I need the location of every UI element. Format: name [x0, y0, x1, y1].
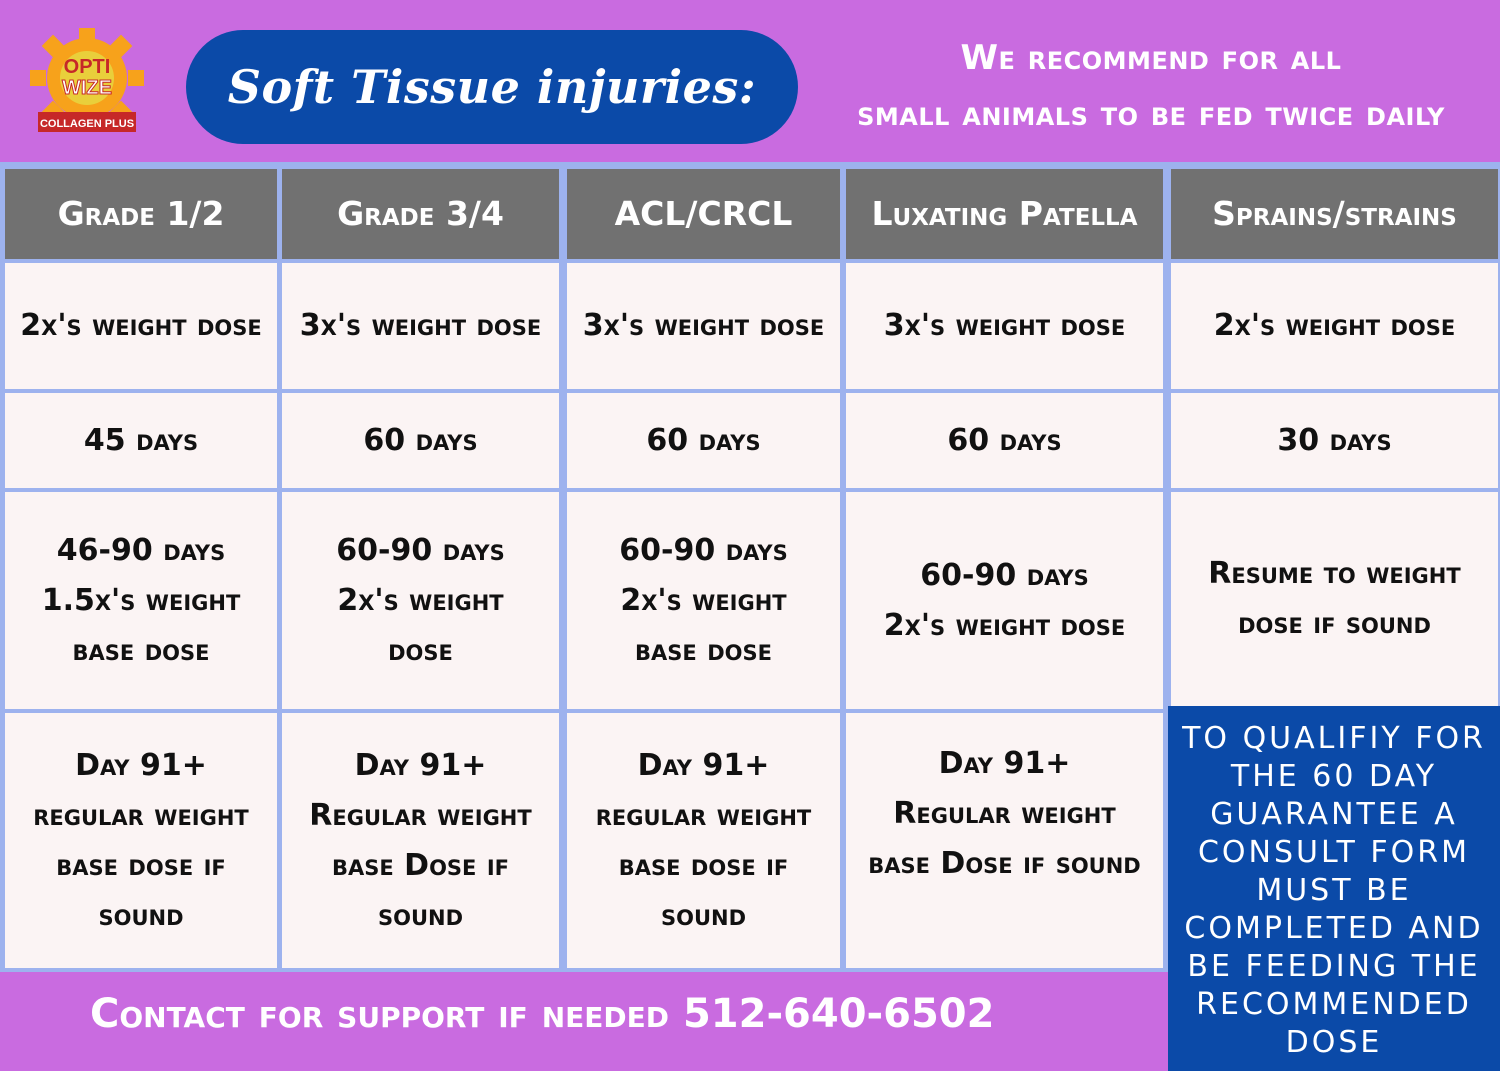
- cell-line: Day 91+: [75, 747, 207, 783]
- table-cell-maintenance: Day 91+ regular weight base dose if soun…: [567, 713, 840, 968]
- cell-line: base Dose if sound: [868, 846, 1141, 881]
- table-cell-duration: 60 days: [282, 393, 559, 488]
- cell-line: 1.5x's weight: [41, 582, 241, 618]
- cell-line: base dose if: [56, 847, 226, 883]
- cell-line: regular weight: [33, 797, 249, 833]
- table-cell-duration: 60 days: [846, 393, 1163, 488]
- table-cell-dose: 3x's weight dose: [567, 263, 840, 389]
- feeding-recommendation: We recommend for all small animals to be…: [806, 30, 1496, 142]
- table-cell-maintenance: Day 91+ Regular weight base Dose if soun…: [846, 713, 1163, 968]
- cell-line: 46-90 days: [56, 532, 226, 568]
- optiwize-logo: OPTI WIZE COLLAGEN PLUS: [22, 26, 152, 136]
- table-cell-phase-2: Resume to weight dose if sound: [1171, 492, 1498, 706]
- cell-line: dose if sound: [1238, 606, 1431, 641]
- cell-line: 60-90 days: [619, 532, 788, 568]
- page-title: Soft Tissue injuries:: [186, 30, 798, 144]
- table-cell-phase-2: 60-90 days 2x's weight dose: [282, 492, 559, 709]
- cell-line: Resume to weight: [1208, 556, 1461, 591]
- table-cell-maintenance: Day 91+ Regular weight base Dose if soun…: [282, 713, 559, 968]
- cell-line: base dose: [635, 632, 772, 668]
- cell-line: 60-90 days: [336, 532, 505, 568]
- table-cell-phase-2: 46-90 days 1.5x's weight base dose: [5, 492, 277, 709]
- cell-line: Day 91+: [354, 747, 487, 783]
- cell-line: Day 91+: [637, 747, 770, 783]
- logo-tagline: COLLAGEN PLUS: [40, 118, 134, 130]
- contact-support: Contact for support if needed 512-640-65…: [90, 991, 995, 1037]
- cell-line: Day 91+: [938, 746, 1071, 781]
- cell-line: 60-90 days: [920, 557, 1089, 593]
- recommend-line-1: We recommend for all: [960, 38, 1342, 78]
- cell-line: base dose: [72, 632, 210, 668]
- table-cell-duration: 30 days: [1171, 393, 1498, 488]
- column-header-acl-crcl: ACL/CRCL: [567, 169, 840, 259]
- table-cell-dose: 3x's weight dose: [846, 263, 1163, 389]
- table-cell-phase-2: 60-90 days 2x's weight base dose: [567, 492, 840, 709]
- guarantee-notice: To qualifiy for the 60 day guarantee a c…: [1168, 706, 1500, 1071]
- cell-line: 2x's weight: [337, 582, 504, 618]
- cell-line: 2x's weight: [620, 582, 787, 618]
- cell-line: base Dose if: [332, 847, 509, 883]
- cell-line: base dose if: [618, 847, 789, 883]
- cell-line: Regular weight: [893, 796, 1116, 831]
- table-cell-duration: 45 days: [5, 393, 277, 488]
- table-cell-dose: 2x's weight dose: [5, 263, 277, 389]
- column-header-grade-3-4: Grade 3/4: [282, 169, 559, 259]
- cell-line: Regular weight: [309, 797, 532, 833]
- recommend-line-2: small animals to be fed twice daily: [857, 94, 1445, 134]
- table-cell-dose: 2x's weight dose: [1171, 263, 1498, 389]
- cell-line: regular weight: [595, 797, 812, 833]
- table-cell-duration: 60 days: [567, 393, 840, 488]
- cell-line: sound: [98, 897, 184, 933]
- cell-line: 2x's weight dose: [883, 607, 1126, 643]
- table-cell-dose: 3x's weight dose: [282, 263, 559, 389]
- table-cell-phase-2: 60-90 days 2x's weight dose: [846, 492, 1163, 709]
- dosage-table: Grade 1/2 Grade 3/4 ACL/CRCL Luxating Pa…: [0, 162, 1500, 972]
- column-header-sprains-strains: Sprains/strains: [1171, 169, 1498, 259]
- column-header-grade-1-2: Grade 1/2: [5, 169, 277, 259]
- table-cell-maintenance: Day 91+ regular weight base dose if soun…: [5, 713, 277, 968]
- cell-line: dose: [388, 632, 453, 668]
- logo-text-bottom: WIZE: [62, 77, 112, 99]
- cell-line: sound: [660, 897, 747, 933]
- gear-icon: OPTI WIZE COLLAGEN PLUS: [30, 28, 144, 132]
- cell-line: sound: [377, 897, 464, 933]
- column-header-luxating-patella: Luxating Patella: [846, 169, 1163, 259]
- logo-text-top: OPTI: [64, 56, 111, 78]
